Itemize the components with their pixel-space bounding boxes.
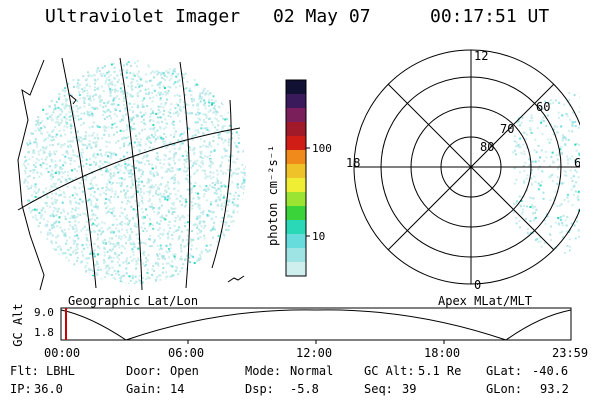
info-glat-value: -40.6 — [532, 364, 569, 378]
color-scale-label: photon cm⁻²s⁻¹ — [266, 145, 280, 246]
mlat-label-80: 80 — [480, 140, 494, 154]
timeline-ytick-high: 9.0 — [34, 306, 54, 319]
info-seq-value: 39 — [402, 382, 417, 396]
mlat-label-70: 70 — [500, 122, 514, 136]
timeline-xtick-0600: 06:00 — [168, 346, 205, 360]
timeline-xtick-0000: 00:00 — [44, 346, 81, 360]
apex-caption: Apex MLat/MLT — [438, 294, 532, 308]
info-dsp-label: Dsp: — [245, 382, 274, 396]
info-ip-value: 36.0 — [34, 382, 63, 396]
timeline-frame — [60, 307, 572, 341]
coastline-island — [69, 94, 77, 105]
date-readout: 02 May 07 — [273, 6, 371, 27]
info-flt-label: Flt: — [10, 364, 39, 378]
info-gain-label: Gain: — [126, 382, 163, 396]
timeline-axis-label: GC Alt — [11, 303, 25, 347]
timeline-xtick-1200: 12:00 — [296, 346, 333, 360]
color-scale-tick-10: 10 — [312, 230, 325, 243]
longitude-line — [179, 61, 191, 289]
info-mode-value: Normal — [290, 364, 334, 378]
mlat-label-60: 60 — [536, 100, 550, 114]
info-glon-label: GLon: — [486, 382, 523, 396]
time-readout: 00:17:51 UT — [430, 6, 550, 27]
color-scale-tick-100: 100 — [312, 142, 332, 155]
coastline — [17, 59, 45, 291]
info-door-value: Open — [170, 364, 199, 378]
timeline-xtick-1800: 18:00 — [424, 346, 461, 360]
auroral-emission-speckle — [22, 60, 246, 284]
altitude-curve — [60, 309, 572, 341]
timeline-xtick-2359: 23:59 — [552, 346, 589, 360]
info-glat-label: GLat: — [486, 364, 523, 378]
color-scale: 100 10 photon cm⁻²s⁻¹ — [266, 79, 332, 277]
longitude-line — [211, 99, 232, 269]
geographic-caption: Geographic Lat/Lon — [68, 294, 199, 308]
mlt-axis-diagonal — [387, 83, 555, 251]
info-gcalt-label: GC Alt: — [364, 364, 415, 378]
info-flt-value: LBHL — [46, 364, 75, 378]
mlt-label-12: 12 — [474, 49, 488, 63]
orbit-altitude-timeline — [60, 307, 572, 344]
info-ip-label: IP: — [10, 382, 32, 396]
mlt-label-6: 6 — [574, 156, 580, 170]
color-scale-frame — [285, 79, 307, 277]
timeline-ytick-low: 1.8 — [34, 326, 54, 339]
coastline-island — [227, 275, 245, 283]
polar-plot: 12 0 18 6 80 70 60 — [346, 49, 580, 292]
info-mode-label: Mode: — [245, 364, 282, 378]
info-gain-value: 14 — [170, 382, 185, 396]
longitude-line — [61, 57, 97, 289]
info-dsp-value: -5.8 — [290, 382, 319, 396]
mlt-label-18: 18 — [346, 156, 360, 170]
latitude-line — [17, 127, 241, 211]
instrument-title: Ultraviolet Imager — [45, 6, 241, 27]
mlt-label-0: 0 — [474, 278, 481, 292]
geographic-image — [17, 57, 246, 291]
info-gcalt-value: 5.1 Re — [418, 364, 462, 378]
longitude-line — [119, 57, 143, 291]
color-scale-gradient — [286, 80, 306, 277]
info-glon-value: 93.2 — [540, 382, 569, 396]
info-door-label: Door: — [126, 364, 163, 378]
info-seq-label: Seq: — [364, 382, 393, 396]
auroral-emission-speckle — [512, 91, 580, 257]
